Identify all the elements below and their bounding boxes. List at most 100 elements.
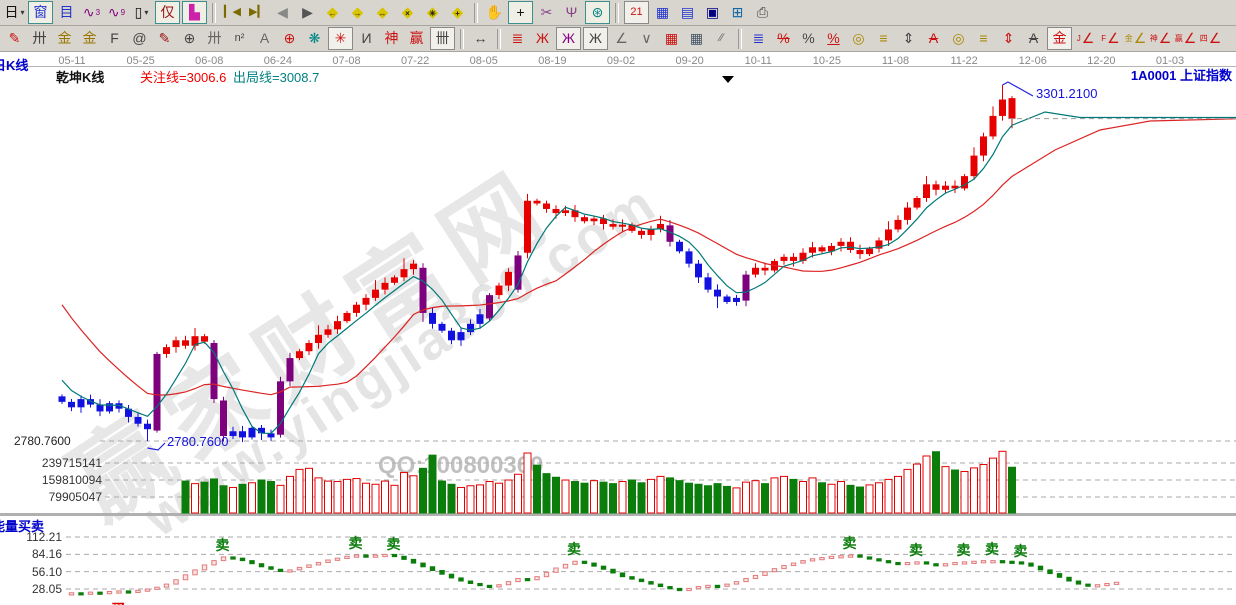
crosshair-tool-icon[interactable]: + xyxy=(508,1,533,24)
v-lines-icon[interactable]: ∨ xyxy=(641,30,652,46)
gold-fence-icon-a[interactable]: 金 xyxy=(57,30,72,46)
save-icon[interactable]: ▣ xyxy=(705,4,720,20)
trend-lines-icon[interactable]: ∠ xyxy=(615,30,628,46)
red-levels-icon[interactable]: ≣ xyxy=(511,30,524,46)
spiral-icon[interactable]: @ xyxy=(132,30,147,46)
candle xyxy=(562,210,569,214)
ruler-icon[interactable]: 卅 xyxy=(207,30,222,46)
pen-tool-icon[interactable]: ✎ xyxy=(8,30,21,46)
parallel-lines-icon[interactable]: ∕∕ xyxy=(719,32,724,44)
updown-pen-icon-a[interactable]: ⇕ xyxy=(902,30,915,46)
skip-end-icon[interactable]: ▶▎ xyxy=(249,6,266,18)
percent-icon[interactable]: % xyxy=(802,30,815,46)
gold-box-icon[interactable]: 金 xyxy=(1047,27,1072,50)
purple-fan-icon[interactable]: Ж xyxy=(556,27,581,50)
diamond-span-icon[interactable]: ◆ ↔ xyxy=(376,4,389,21)
zigzag-3-icon[interactable]: ∿ 3 xyxy=(82,4,101,20)
a-slash-icon[interactable]: A xyxy=(1028,30,1039,46)
gold-angle-icon[interactable]: 金 ∠ xyxy=(1124,30,1147,46)
volume-bar xyxy=(200,481,209,514)
ying-angle-icon[interactable]: 赢 ∠ xyxy=(1174,30,1197,46)
percent-lines-icon[interactable]: % xyxy=(827,30,840,46)
pattern-map-icon[interactable]: ⊛ xyxy=(585,1,610,24)
red-fan-icon[interactable]: Ж xyxy=(536,30,549,46)
volume-axis-label: 239715141 xyxy=(41,456,102,470)
diamond-x-icon[interactable]: ◆ × xyxy=(401,4,414,21)
candle xyxy=(334,321,341,330)
percent-strike-icon[interactable]: % xyxy=(777,30,790,46)
compass-icon[interactable]: ⊕ xyxy=(183,30,196,46)
cut-tool-icon[interactable]: ✂ xyxy=(540,4,553,20)
snowflake-icon[interactable]: ❋ xyxy=(308,30,321,46)
burst-icon[interactable]: ✳ xyxy=(328,27,353,50)
h-measure-icon[interactable]: ↔ xyxy=(473,30,488,46)
skip-start-icon[interactable]: ▎◀ xyxy=(224,6,241,18)
web-icon[interactable]: ⊞ xyxy=(731,4,744,20)
dark-grid-icon[interactable]: ▦ xyxy=(689,30,704,46)
calendar-icon[interactable]: 21 xyxy=(624,1,649,24)
candle-style-button[interactable]: ▯ ▾ xyxy=(134,4,149,20)
f-ruler-icon[interactable]: F xyxy=(110,30,119,46)
red-grid-icon[interactable]: ▦ xyxy=(664,30,679,46)
candle xyxy=(467,323,474,333)
gold-circle-icon-b[interactable]: ◎ xyxy=(952,30,965,46)
period-day-button[interactable]: 日 ▾ xyxy=(4,4,25,20)
a-guide-icon[interactable]: A xyxy=(259,30,270,46)
target-icon[interactable]: ⊕ xyxy=(283,30,296,46)
fence-ruler-icon[interactable]: 卅 xyxy=(32,30,47,46)
hand-tool-icon[interactable]: ✋ xyxy=(485,4,504,20)
volume-bar xyxy=(286,475,294,514)
a-strike-icon[interactable]: A xyxy=(928,30,939,46)
j-angle-icon[interactable]: J ∠ xyxy=(1076,30,1095,46)
shen-icon[interactable]: 神 xyxy=(384,30,399,46)
oscillator-mark xyxy=(192,569,198,576)
toolbar-separator xyxy=(474,2,478,23)
blue-levels-icon[interactable]: ≣ xyxy=(752,30,765,46)
oscillator-mark xyxy=(1066,576,1072,582)
printer-icon[interactable]: ⎙ xyxy=(756,4,769,20)
gold-lines-icon-b[interactable]: ≡ xyxy=(979,30,988,46)
candle xyxy=(581,217,588,222)
marker-tool-icon[interactable]: Ψ xyxy=(565,4,578,20)
oscillator-mark xyxy=(401,555,407,560)
candle xyxy=(647,229,655,235)
n-square-icon[interactable]: n² xyxy=(234,32,245,44)
updown-pen-icon-b[interactable]: ⇕ xyxy=(1002,30,1015,46)
sell-signal-label: 卖 xyxy=(1013,543,1028,560)
candle xyxy=(571,210,579,218)
notebook-icon[interactable]: ▤ xyxy=(680,4,695,20)
step-back-icon[interactable]: ◀ xyxy=(277,4,288,20)
candle xyxy=(201,336,208,342)
ruler-123-icon[interactable]: 卌 xyxy=(430,27,455,50)
volume-bar xyxy=(960,471,969,514)
step-forward-icon[interactable]: ▶ xyxy=(302,4,313,20)
pen-ruler-icon[interactable]: ✎ xyxy=(158,30,171,46)
calculator-icon[interactable]: ▦ xyxy=(655,4,670,20)
sell-signal-label: 卖 xyxy=(348,535,363,552)
peak-annotation-line xyxy=(1002,81,1034,97)
shen-angle-icon[interactable]: 神 ∠ xyxy=(1149,30,1172,46)
si-angle-icon[interactable]: 四 ∠ xyxy=(1199,30,1222,46)
zigzag-9-icon[interactable]: ∿ 9 xyxy=(107,4,126,20)
gold-circle-icon-a[interactable]: ◎ xyxy=(852,30,865,46)
date-tick-label: 10-25 xyxy=(812,55,841,67)
diamond-left-icon[interactable]: ◆ ← xyxy=(326,4,339,21)
ying-icon[interactable]: 赢 xyxy=(409,30,424,46)
dark-fan-icon[interactable]: Ж xyxy=(583,27,608,50)
gold-fence-icon-b[interactable]: 金 xyxy=(82,30,97,46)
oscillator-mark xyxy=(857,554,863,558)
diamond-plus-icon[interactable]: ◆ + xyxy=(451,4,464,21)
quan-icon[interactable]: 仅 xyxy=(155,1,180,24)
n-mark-icon[interactable]: И xyxy=(361,30,372,46)
diamond-right-icon[interactable]: ◆ → xyxy=(351,4,364,21)
colored-chart-icon[interactable]: ▙ xyxy=(182,1,207,24)
gold-lines-icon-a[interactable]: ≡ xyxy=(879,30,888,46)
volume-bar xyxy=(457,486,465,514)
memo-icon[interactable]: 目 xyxy=(59,4,74,20)
diamond-star-icon[interactable]: ◆ ✳ xyxy=(426,4,439,21)
volume-bar xyxy=(504,479,513,514)
window-icon[interactable]: 窗 xyxy=(28,1,53,24)
f-angle-icon[interactable]: F ∠ xyxy=(1101,30,1120,46)
